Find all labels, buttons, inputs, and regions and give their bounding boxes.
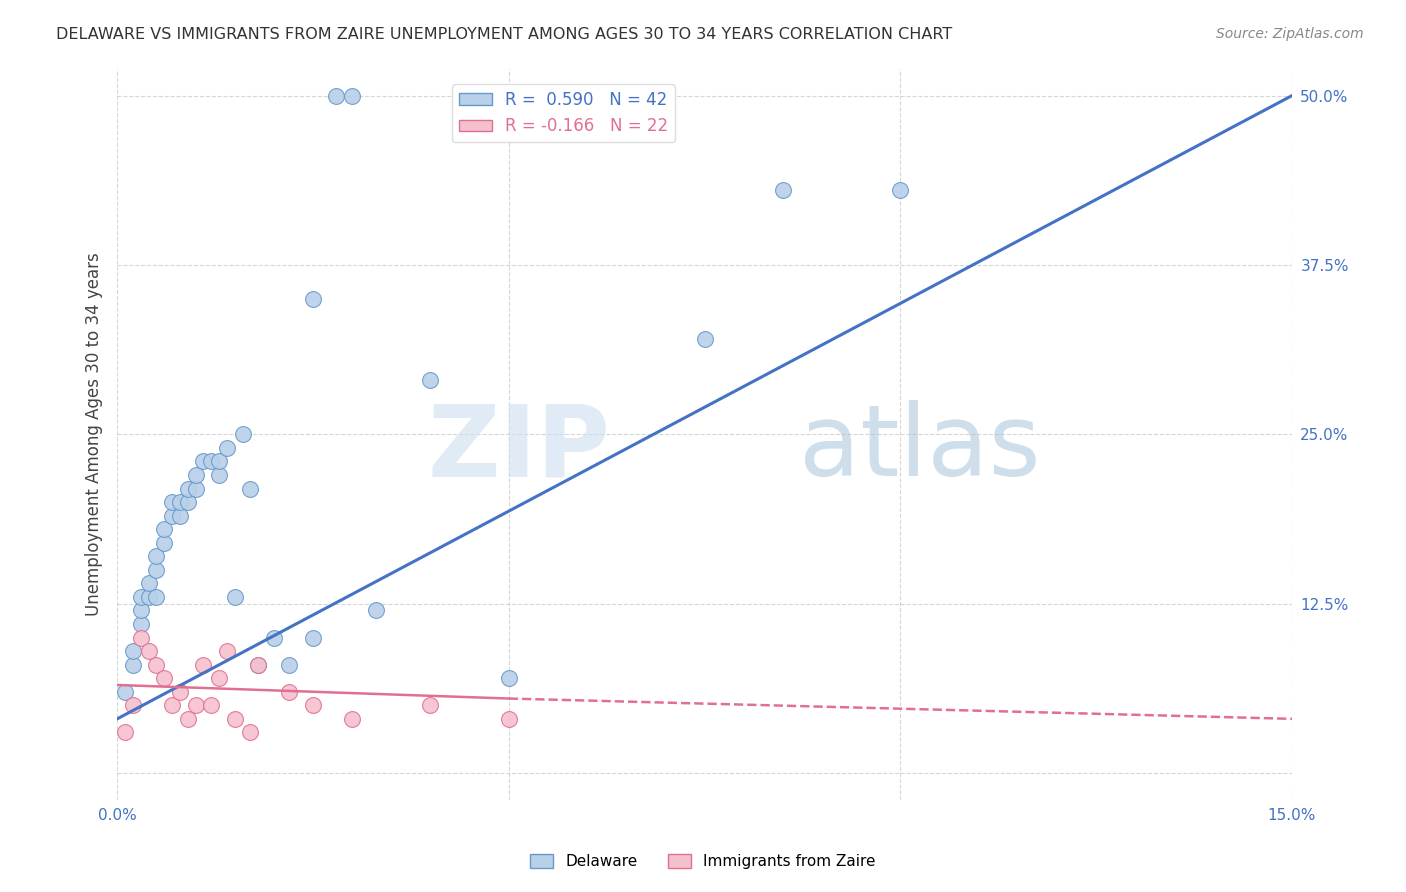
Point (239, 725, 262, 739)
Point (239, 482, 262, 496)
Point (129, 617, 152, 632)
Point (160, 698, 183, 713)
Legend: R =  0.590   N = 42, R = -0.166   N = 22: R = 0.590 N = 42, R = -0.166 N = 22 (453, 84, 675, 142)
Text: Source: ZipAtlas.com: Source: ZipAtlas.com (1216, 27, 1364, 41)
Point (145, 549, 167, 564)
Point (138, 576, 160, 591)
Point (364, 603, 387, 617)
Point (340, 712, 363, 726)
Point (160, 508, 183, 523)
Text: DELAWARE VS IMMIGRANTS FROM ZAIRE UNEMPLOYMENT AMONG AGES 30 TO 34 YEARS CORRELA: DELAWARE VS IMMIGRANTS FROM ZAIRE UNEMPL… (56, 27, 952, 42)
Point (153, 535, 176, 549)
Point (208, 467, 231, 482)
Text: ZIP: ZIP (427, 401, 610, 498)
Point (145, 590, 167, 604)
Point (693, 333, 716, 347)
Point (138, 644, 160, 658)
Point (184, 467, 207, 482)
Point (325, 88, 347, 103)
Point (215, 644, 238, 658)
Point (121, 644, 143, 658)
Point (772, 184, 794, 198)
Point (193, 454, 215, 468)
Point (247, 657, 270, 672)
Point (889, 184, 911, 198)
Point (215, 441, 238, 455)
Point (340, 88, 363, 103)
Point (498, 671, 520, 685)
Legend: Delaware, Immigrants from Zaire: Delaware, Immigrants from Zaire (524, 848, 882, 875)
Point (129, 590, 152, 604)
Point (419, 698, 441, 713)
Point (263, 631, 285, 645)
Point (145, 657, 167, 672)
Point (200, 454, 222, 468)
Point (278, 685, 301, 699)
Text: atlas: atlas (799, 401, 1040, 498)
Point (224, 590, 246, 604)
Point (145, 563, 167, 577)
Point (153, 671, 176, 685)
Point (419, 373, 441, 387)
Point (114, 725, 136, 739)
Point (208, 454, 231, 468)
Point (278, 657, 301, 672)
Point (302, 698, 325, 713)
Point (160, 495, 183, 509)
Point (184, 482, 207, 496)
Point (193, 657, 215, 672)
Point (176, 712, 198, 726)
Point (121, 698, 143, 713)
Point (231, 427, 253, 442)
Point (247, 657, 270, 672)
Y-axis label: Unemployment Among Ages 30 to 34 years: Unemployment Among Ages 30 to 34 years (86, 252, 103, 616)
Point (224, 712, 246, 726)
Point (176, 482, 198, 496)
Point (129, 603, 152, 617)
Point (129, 631, 152, 645)
Point (498, 712, 520, 726)
Point (138, 590, 160, 604)
Point (153, 522, 176, 536)
Point (169, 685, 191, 699)
Point (302, 631, 325, 645)
Point (114, 685, 136, 699)
Point (169, 495, 191, 509)
Point (302, 292, 325, 306)
Point (200, 698, 222, 713)
Point (208, 671, 231, 685)
Point (184, 698, 207, 713)
Point (176, 495, 198, 509)
Point (169, 508, 191, 523)
Point (121, 657, 143, 672)
